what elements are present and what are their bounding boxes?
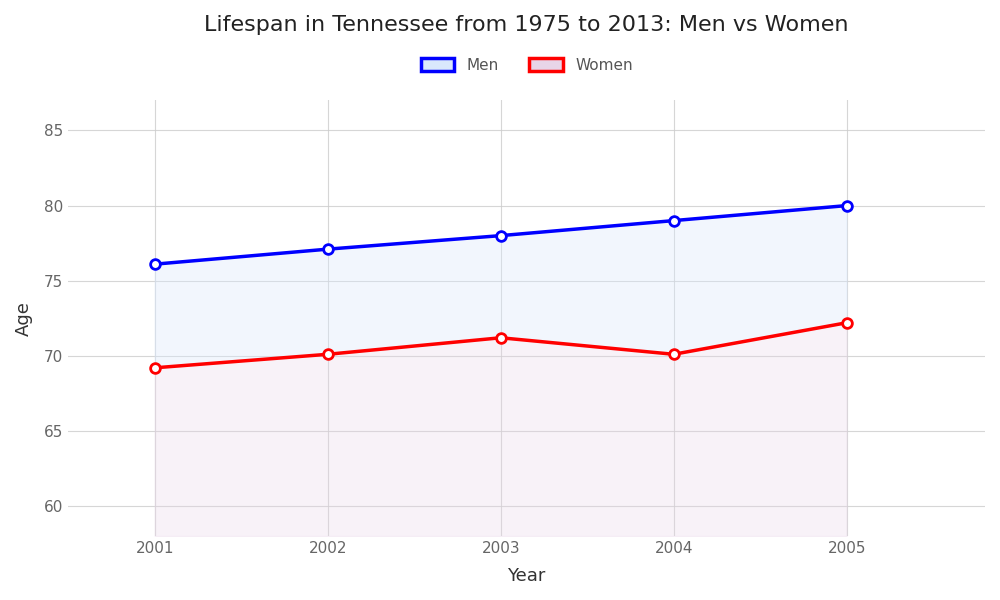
Y-axis label: Age: Age bbox=[15, 301, 33, 335]
Legend: Men, Women: Men, Women bbox=[415, 52, 639, 79]
X-axis label: Year: Year bbox=[507, 567, 546, 585]
Title: Lifespan in Tennessee from 1975 to 2013: Men vs Women: Lifespan in Tennessee from 1975 to 2013:… bbox=[204, 15, 849, 35]
